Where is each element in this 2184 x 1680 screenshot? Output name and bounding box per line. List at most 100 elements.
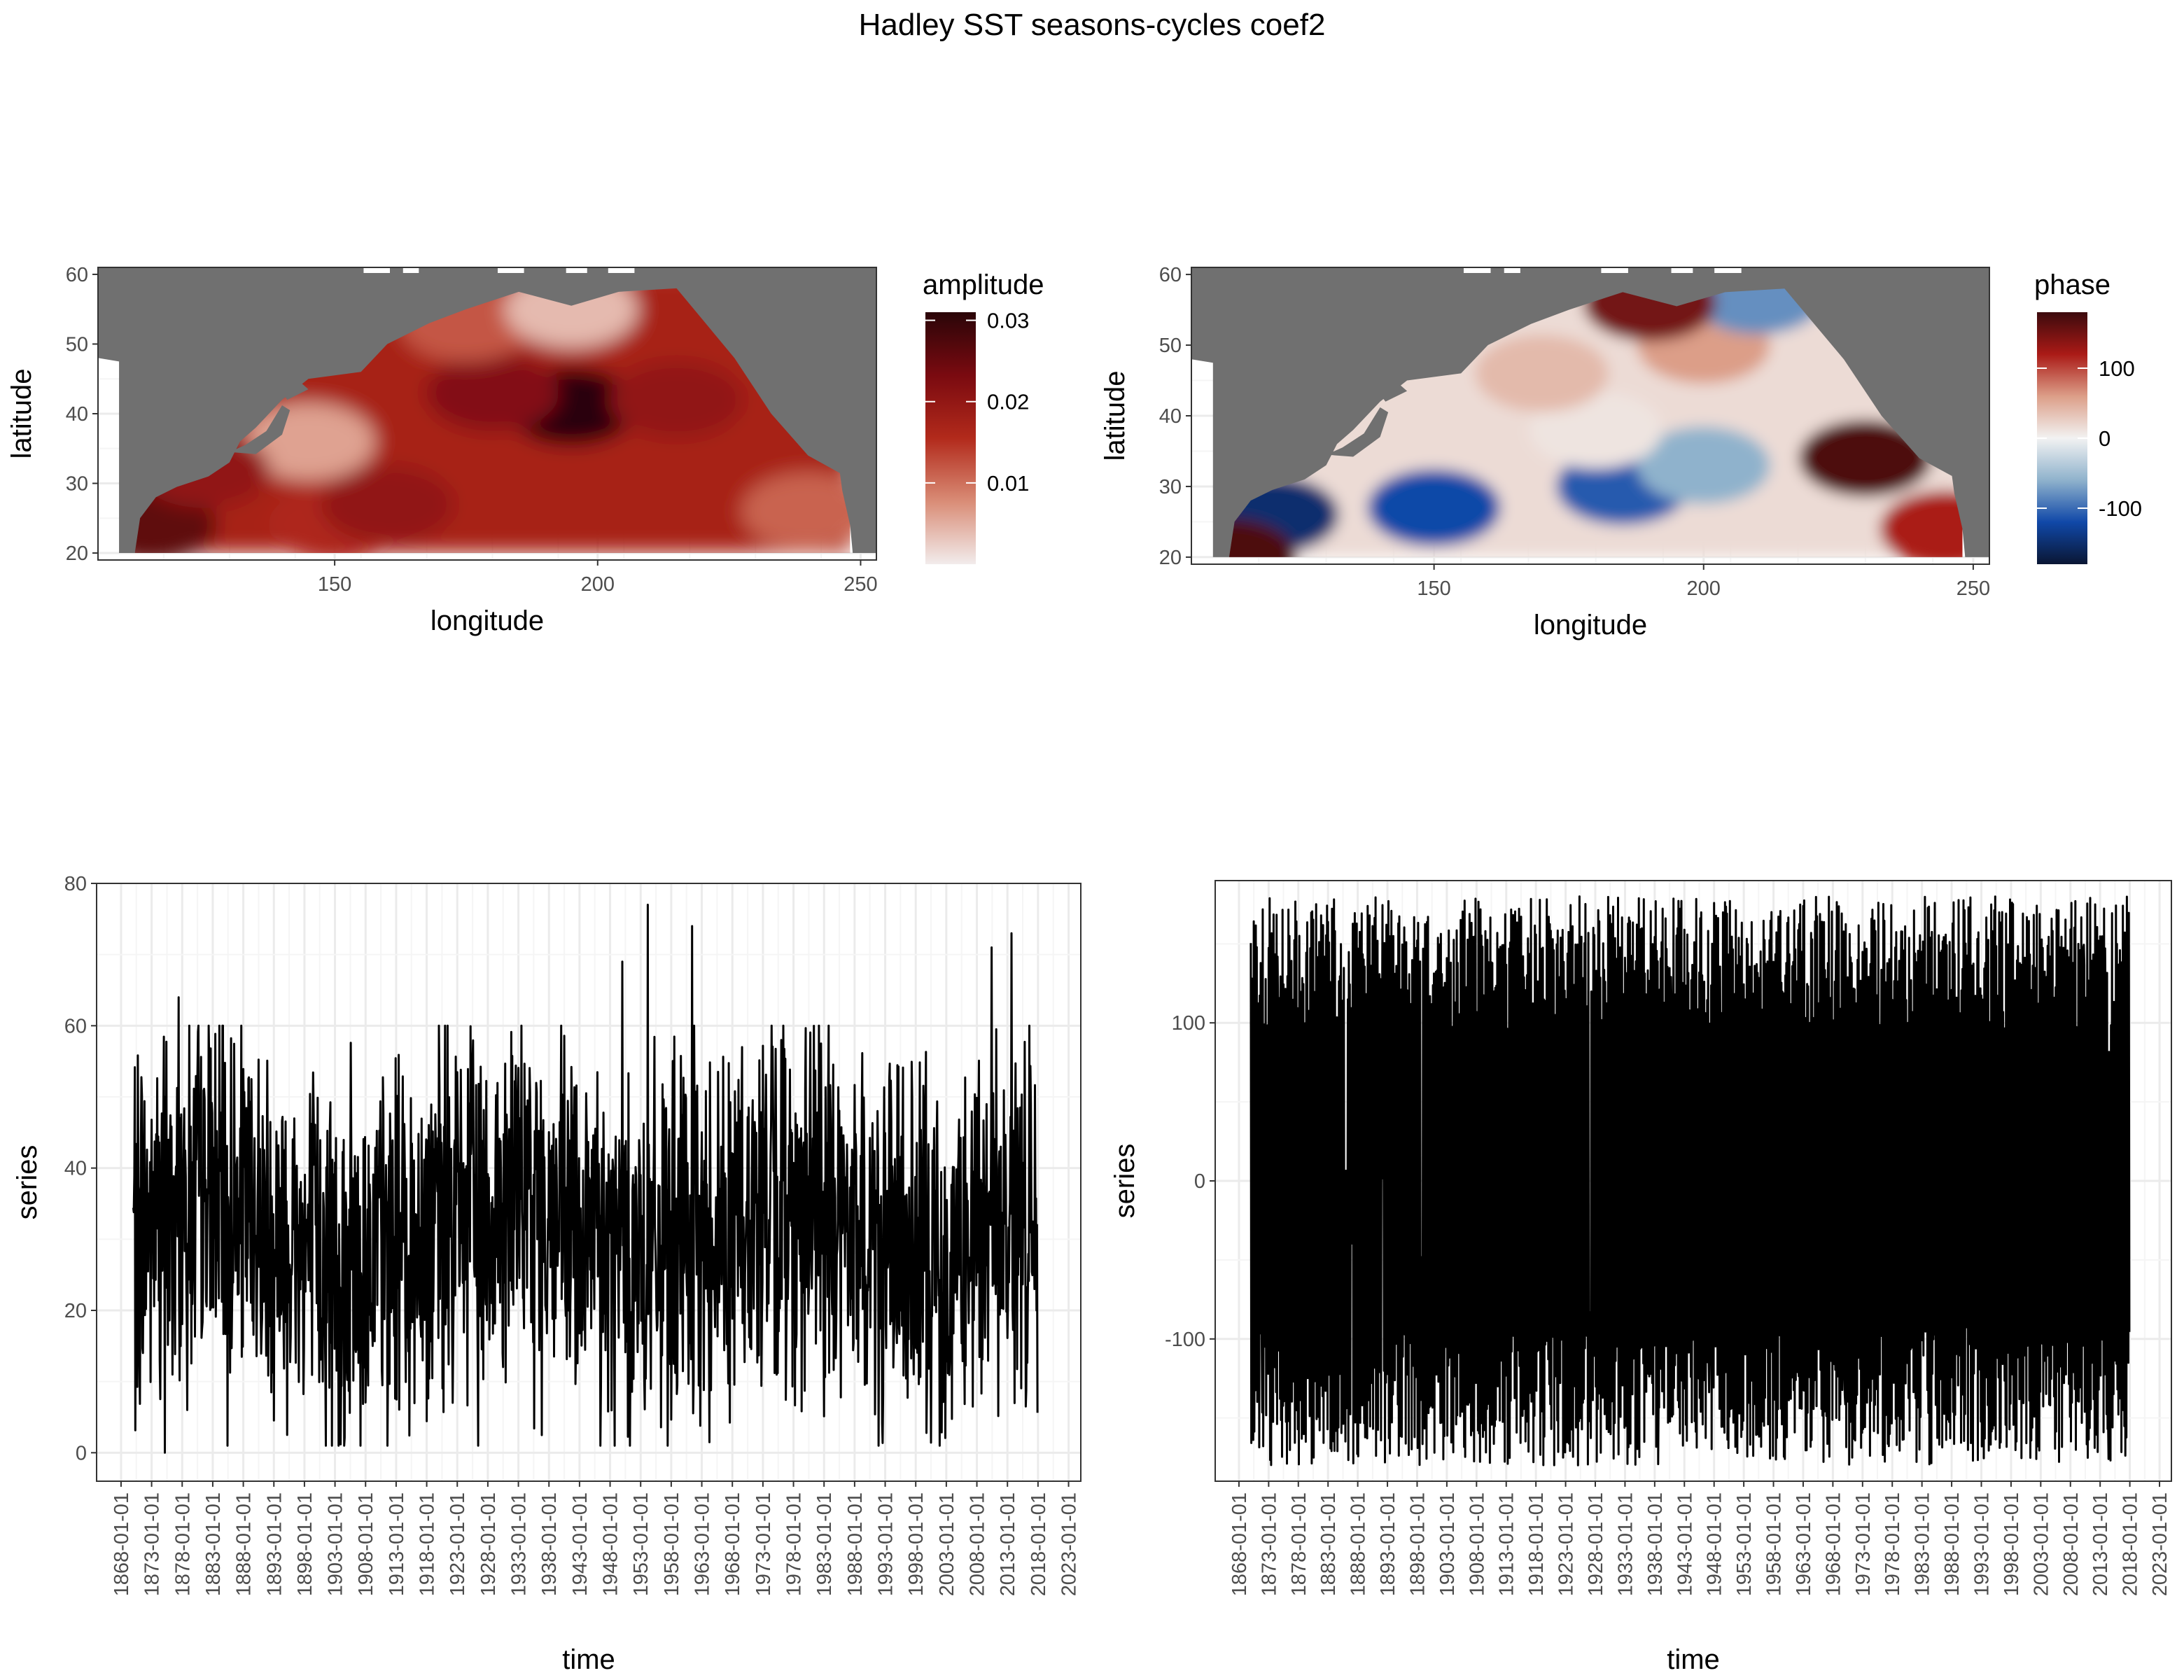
x-tick-label: 1948-01-01 [600, 1492, 622, 1596]
y-tick-label: 20 [64, 1300, 87, 1322]
x-tick-label: 1963-01-01 [1793, 1492, 1815, 1596]
x-tick-label: 1928-01-01 [1585, 1492, 1607, 1596]
y-tick-label: -100 [1165, 1329, 1205, 1351]
y-tick-label: 50 [1159, 335, 1182, 357]
arctic-notch [402, 267, 419, 273]
x-tick-label: 2003-01-01 [2030, 1492, 2052, 1596]
arctic-notch [1463, 267, 1491, 273]
field-cell [426, 354, 559, 432]
x-tick-label: 1993-01-01 [875, 1492, 897, 1596]
arctic-notch [1671, 267, 1693, 273]
arctic-notch [608, 267, 635, 273]
x-axis-label: longitude [430, 606, 544, 636]
legend-title: phase [2034, 270, 2110, 300]
x-tick-label: 1903-01-01 [325, 1492, 347, 1596]
field-cell [1529, 391, 1662, 469]
legend-tick-label: 0.03 [987, 309, 1029, 333]
series-line [132, 904, 1039, 1454]
y-axis-label: series [1110, 1144, 1140, 1219]
x-tick-label: 2023-01-01 [2149, 1492, 2171, 1596]
x-tick-label: 1878-01-01 [172, 1492, 194, 1596]
legend-tick-label: 0.01 [987, 471, 1029, 496]
field-cell [610, 361, 743, 439]
x-tick-label: 200 [1687, 578, 1721, 600]
x-tick-label: 1903-01-01 [1436, 1492, 1459, 1596]
y-tick-label: 60 [64, 1015, 87, 1037]
x-tick-label: 2003-01-01 [936, 1492, 958, 1596]
legend-tick-label: 0.02 [987, 390, 1029, 414]
x-tick-label: 1898-01-01 [294, 1492, 316, 1596]
x-tick-label: 1893-01-01 [1377, 1492, 1399, 1596]
x-tick-label: 1963-01-01 [692, 1492, 714, 1596]
legend: phase 100 0 -100 [2034, 270, 2142, 564]
land-mask [1191, 267, 1989, 557]
x-tick-label: 150 [318, 573, 351, 596]
y-tick-label: 50 [66, 333, 88, 356]
x-tick-label: 2018-01-01 [2120, 1492, 2142, 1596]
field-cell [1475, 335, 1609, 412]
field-cell [1228, 518, 1296, 557]
land-mask [229, 405, 290, 454]
x-tick-label: 1948-01-01 [1704, 1492, 1726, 1596]
amplitude-map-panel: 150 200 250 20 30 40 50 60 longitude latitude ampl… [6, 264, 1044, 636]
x-tick-label: 1913-01-01 [1496, 1492, 1518, 1596]
legend: amplitude 0.01 0.02 0.03 [923, 270, 1044, 564]
amplitude-series-panel: 1868-01-01 1873-01-01 1878-01-01 1883-01-01… [12, 873, 1082, 1675]
x-tick-label: 1958-01-01 [1763, 1492, 1786, 1596]
x-tick-label: 1953-01-01 [630, 1492, 652, 1596]
x-tick-label: 1998-01-01 [2001, 1492, 2023, 1596]
y-axis-label: series [12, 1145, 43, 1220]
x-tick-label: 1968-01-01 [722, 1492, 744, 1596]
land-mask [839, 470, 876, 554]
x-tick-label: 2018-01-01 [1028, 1492, 1050, 1596]
field-cell [1879, 490, 1963, 557]
y-axis-label: latitude [6, 369, 37, 459]
x-tick-label: 1938-01-01 [1644, 1492, 1667, 1596]
x-axis-label: longitude [1534, 610, 1647, 640]
x-tick-label: 1888-01-01 [1348, 1492, 1370, 1596]
x-tick-label: 1883-01-01 [202, 1492, 225, 1596]
panel-border [96, 883, 1082, 1482]
legend-title: amplitude [923, 270, 1044, 300]
x-tick-label: 1943-01-01 [569, 1492, 592, 1596]
y-tick-label: 0 [76, 1442, 87, 1464]
x-tick-label: 1883-01-01 [1317, 1492, 1340, 1596]
x-tick-label: 1983-01-01 [813, 1492, 836, 1596]
legend-tick-label: -100 [2099, 496, 2142, 521]
field-cell [321, 465, 454, 543]
y-tick-label: 20 [1159, 547, 1182, 569]
x-tick-label: 1933-01-01 [508, 1492, 531, 1596]
x-tick-label: 1988-01-01 [1941, 1492, 1963, 1596]
x-tick-label: 250 [844, 573, 877, 596]
x-axis-label: time [562, 1644, 615, 1675]
y-tick-label: 40 [64, 1158, 87, 1180]
x-tick-label: 1888-01-01 [233, 1492, 255, 1596]
x-tick-label: 1973-01-01 [752, 1492, 775, 1596]
x-tick-label: 1988-01-01 [844, 1492, 867, 1596]
x-tick-label: 1938-01-01 [538, 1492, 561, 1596]
x-tick-label: 2013-01-01 [2090, 1492, 2112, 1596]
legend-tick-label: 0 [2099, 426, 2110, 451]
arctic-notch [1714, 267, 1742, 273]
x-tick-label: 1908-01-01 [355, 1492, 377, 1596]
x-tick-label: 1878-01-01 [1288, 1492, 1310, 1596]
x-tick-label: 1918-01-01 [1525, 1492, 1548, 1596]
land-mask [1380, 377, 1408, 402]
legend-colorbar [925, 312, 976, 564]
field-cell [1367, 469, 1501, 547]
x-tick-label: 1993-01-01 [1970, 1492, 1993, 1596]
x-tick-label: 1978-01-01 [783, 1492, 806, 1596]
x-tick-label: 2008-01-01 [967, 1492, 989, 1596]
field-cell [1798, 419, 1932, 497]
x-tick-label: 1978-01-01 [1882, 1492, 1904, 1596]
figure-title: Hadley SST seasons-cycles coef2 [859, 8, 1326, 42]
y-tick-label: 60 [66, 264, 88, 286]
y-tick-label: 30 [1159, 476, 1182, 498]
field-cell [741, 472, 850, 550]
x-tick-label: 1923-01-01 [1555, 1492, 1578, 1596]
x-tick-label: 250 [1956, 578, 1990, 600]
x-tick-label: 1943-01-01 [1674, 1492, 1696, 1596]
y-tick-label: 30 [66, 473, 88, 496]
x-tick-label: 1908-01-01 [1466, 1492, 1488, 1596]
